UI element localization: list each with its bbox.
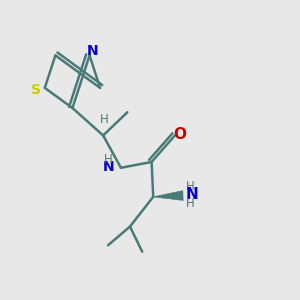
Text: N: N (86, 44, 98, 58)
Text: H: H (104, 153, 113, 166)
Text: H: H (185, 197, 194, 210)
Text: S: S (31, 83, 41, 98)
Text: O: O (173, 127, 186, 142)
Polygon shape (153, 191, 183, 200)
Text: H: H (100, 113, 109, 126)
Text: N: N (103, 160, 115, 174)
Text: H: H (185, 180, 194, 193)
Text: N: N (185, 187, 198, 202)
